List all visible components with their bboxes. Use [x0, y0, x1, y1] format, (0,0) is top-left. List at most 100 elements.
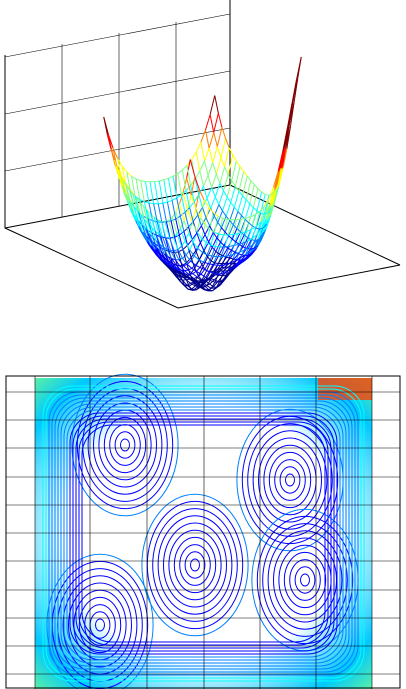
mesh-line — [225, 246, 230, 257]
mesh-line — [148, 202, 154, 205]
mesh-line — [260, 212, 265, 215]
mesh-line — [121, 176, 127, 195]
mesh-line — [200, 217, 206, 226]
mesh-line — [268, 187, 274, 199]
mesh-line — [171, 197, 177, 201]
mesh-line — [243, 240, 249, 251]
mesh-line — [282, 128, 288, 152]
mesh-line — [194, 170, 201, 180]
mesh-line — [227, 267, 233, 272]
mesh-line — [231, 161, 237, 181]
mesh-line — [140, 180, 145, 202]
mesh-line — [190, 194, 197, 209]
mesh-line — [261, 218, 267, 229]
mesh-line — [182, 279, 187, 281]
mesh-line — [268, 193, 273, 196]
mesh-line — [178, 203, 185, 221]
mesh-line — [138, 226, 145, 237]
mesh-line — [234, 185, 240, 192]
mesh-line — [151, 227, 157, 242]
mesh-line — [176, 197, 181, 217]
mesh-line — [273, 171, 279, 188]
mesh-line — [242, 240, 248, 244]
mesh-line — [194, 259, 200, 269]
mesh-line — [257, 240, 262, 246]
mesh-line — [255, 211, 261, 227]
contour-line — [190, 558, 200, 572]
mesh-line — [223, 266, 229, 272]
mesh-line — [289, 102, 295, 127]
mesh-line — [250, 214, 256, 230]
mesh-line — [201, 270, 208, 281]
mesh-line — [157, 252, 164, 261]
contour-line — [42, 385, 365, 682]
mesh-line — [156, 221, 162, 237]
mesh-line — [191, 267, 197, 272]
mesh-line — [207, 254, 212, 257]
mesh-line — [144, 181, 150, 204]
mesh-line — [221, 227, 226, 233]
mesh-line — [238, 253, 243, 256]
mesh-line — [265, 219, 270, 230]
mesh-line — [194, 255, 200, 261]
mesh-line — [227, 263, 234, 268]
mesh-line — [177, 268, 183, 274]
mesh-line — [121, 166, 127, 186]
mesh-line — [208, 264, 214, 272]
mesh-line — [220, 263, 226, 269]
mesh-line — [218, 190, 224, 205]
mesh-line — [241, 257, 247, 262]
mesh-line — [172, 236, 179, 250]
contour-line — [72, 415, 335, 652]
mesh-line — [226, 266, 233, 272]
mesh-line — [142, 206, 149, 224]
mesh-line — [206, 260, 212, 272]
mesh-line — [146, 236, 152, 247]
mesh-line — [257, 188, 262, 193]
mesh-line — [183, 265, 189, 271]
mesh-line — [112, 147, 118, 167]
mesh-line — [204, 285, 210, 291]
mesh-line — [252, 188, 259, 208]
mesh-line — [214, 95, 219, 114]
mesh-line — [206, 198, 212, 209]
mesh-line — [186, 165, 192, 186]
mesh-line — [163, 179, 168, 203]
mesh-line — [163, 177, 169, 181]
contour-line — [152, 508, 238, 622]
mesh-line — [195, 207, 201, 219]
mesh-line — [206, 187, 213, 199]
mesh-line — [286, 103, 293, 129]
mesh-line — [172, 173, 179, 177]
contour-peak — [318, 378, 372, 400]
mesh-line — [239, 249, 245, 253]
mesh-line — [192, 273, 198, 278]
mesh-line — [158, 180, 164, 204]
mesh-line — [173, 266, 179, 272]
mesh-line — [272, 189, 277, 195]
mesh-line — [260, 214, 266, 223]
mesh-line — [196, 231, 202, 239]
mesh-line — [195, 264, 201, 268]
mesh-line — [254, 239, 259, 241]
mesh-line — [162, 259, 168, 266]
mesh-line — [232, 154, 237, 162]
contour-line — [141, 493, 249, 637]
mesh-line — [147, 218, 153, 233]
mesh-line — [153, 244, 159, 254]
mesh-line — [241, 218, 247, 233]
mesh-line — [149, 240, 156, 250]
mesh-line — [187, 195, 192, 210]
mesh-line — [208, 207, 214, 213]
mesh-line — [175, 264, 182, 271]
mesh-line — [186, 276, 192, 281]
mesh-line — [231, 249, 236, 253]
contour-line — [66, 409, 341, 658]
mesh-line — [220, 266, 225, 269]
contour-line — [247, 423, 333, 537]
mesh-line — [155, 235, 161, 248]
contour-line — [168, 529, 222, 601]
mesh-line — [195, 142, 202, 153]
mesh-line — [218, 204, 223, 212]
mesh-line — [178, 270, 184, 275]
